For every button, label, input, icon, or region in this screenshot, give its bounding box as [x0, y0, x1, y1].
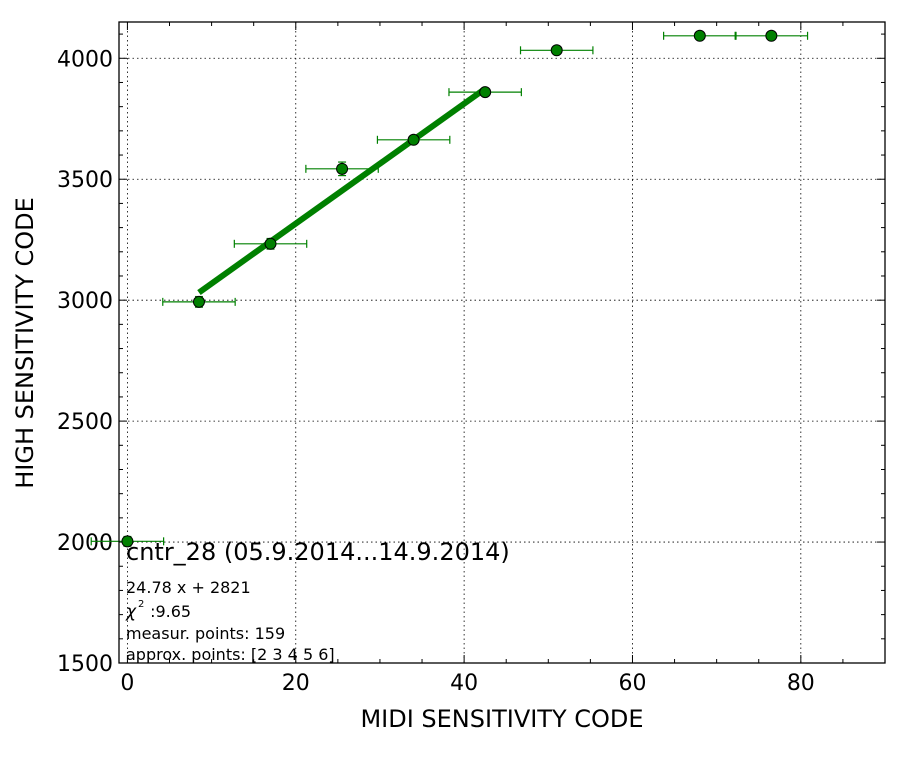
x-tick-label: 40 — [450, 671, 478, 696]
x-tick-label: 60 — [618, 671, 646, 696]
annotation-chi2: χ 2 :9.65 — [125, 599, 191, 622]
fit-line-layer — [197, 86, 487, 295]
data-point — [336, 162, 349, 175]
data-point — [264, 237, 277, 250]
x-axis-label: MIDI SENSITIVITY CODE — [360, 705, 643, 733]
minor-ticks — [119, 22, 886, 663]
data-point — [407, 133, 420, 146]
data-point — [765, 29, 778, 42]
y-tick-label: 2000 — [57, 531, 113, 556]
y-axis-label: HIGH SENSITIVITY CODE — [11, 197, 39, 489]
annotation-chi2-value: :9.65 — [145, 602, 191, 621]
y-tick-labels: 1500 2000 2500 3000 3500 4000 — [57, 47, 113, 677]
y-tick-label: 3500 — [57, 168, 113, 193]
annotation-block: cntr_28 (05.9.2014...14.9.2014) 24.78 x … — [125, 538, 510, 664]
x-tick-label: 0 — [120, 671, 134, 696]
y-tick-label: 3000 — [57, 289, 113, 314]
y-tick-label: 2500 — [57, 410, 113, 435]
data-point — [121, 535, 134, 548]
data-point — [693, 29, 706, 42]
annotation-approx-points: approx. points: [2 3 4 5 6] — [126, 645, 335, 664]
data-point — [479, 86, 492, 99]
annotation-equation: 24.78 x + 2821 — [126, 578, 251, 597]
x-tick-label: 20 — [282, 671, 310, 696]
x-tick-labels: 0 20 40 60 80 — [120, 671, 814, 696]
plot-frame — [118, 21, 886, 664]
y-tick-label: 1500 — [57, 652, 113, 677]
fit-line — [197, 86, 487, 295]
data-points — [121, 29, 778, 548]
data-point — [192, 295, 205, 308]
data-point — [550, 44, 563, 57]
grid-lines — [119, 22, 885, 663]
chi-superscript: 2 — [138, 599, 144, 610]
annotation-measur-points: measur. points: 159 — [126, 624, 285, 643]
y-tick-label: 4000 — [57, 47, 113, 72]
annotation-heading: cntr_28 (05.9.2014...14.9.2014) — [126, 538, 510, 566]
chi-symbol: χ — [125, 602, 137, 622]
x-tick-label: 80 — [787, 671, 815, 696]
